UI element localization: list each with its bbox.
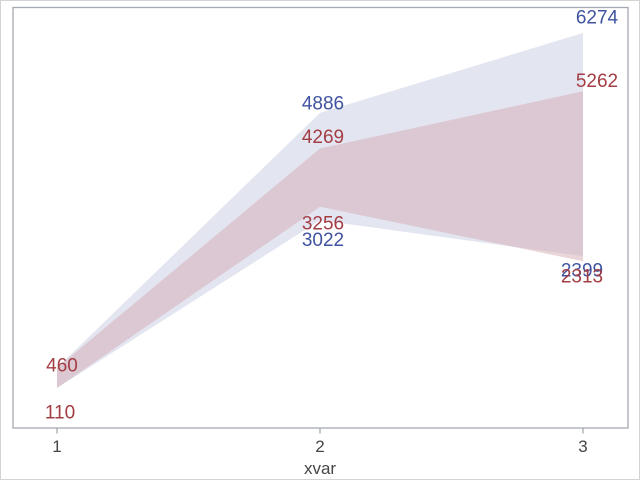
data-label-4886: 4886 [302, 93, 344, 114]
data-label-2313: 2313 [561, 267, 603, 288]
data-label-3256: 3256 [302, 213, 344, 234]
data-label-3022: 3022 [302, 230, 344, 251]
x-axis-ticks: 1 2 3 [52, 428, 588, 456]
band-red [57, 91, 583, 389]
bands [57, 33, 583, 389]
data-labels: 6274 4886 3022 2399 5262 4269 3256 2313 460 110 [45, 8, 619, 424]
x-axis-title: xvar [304, 459, 336, 478]
data-label-4269: 4269 [302, 127, 344, 148]
x-tick-label-3: 3 [578, 437, 587, 456]
data-label-460: 460 [46, 355, 78, 376]
data-label-110: 110 [45, 403, 75, 424]
data-label-2399: 2399 [561, 261, 603, 282]
x-tick-label-2: 2 [315, 437, 324, 456]
x-tick-label-1: 1 [52, 437, 61, 456]
data-label-6274: 6274 [576, 8, 619, 29]
data-label-5262: 5262 [576, 71, 618, 92]
